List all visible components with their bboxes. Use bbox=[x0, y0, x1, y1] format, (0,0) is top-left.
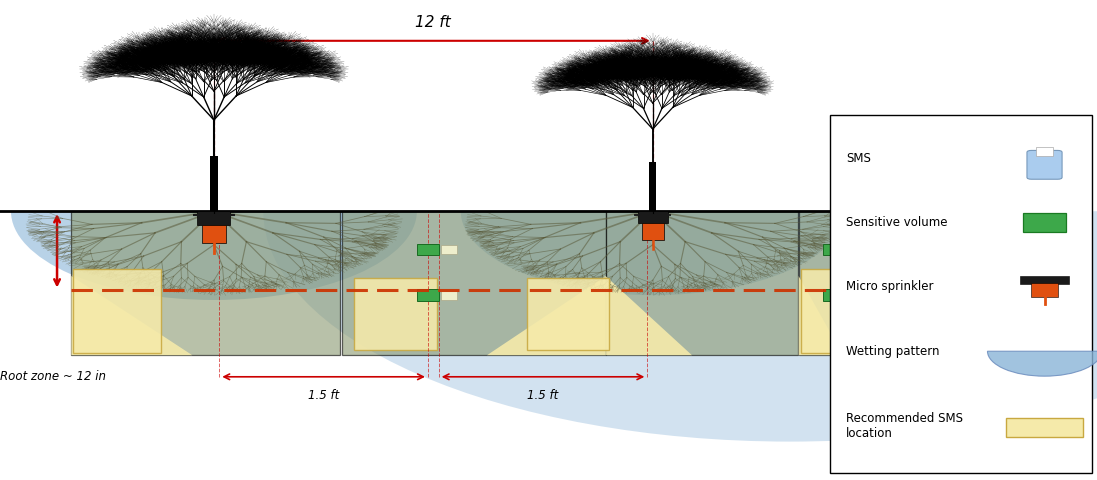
Bar bbox=[830, 115, 1092, 473]
Bar bbox=[417, 244, 439, 255]
Wedge shape bbox=[461, 211, 845, 295]
Text: SMS: SMS bbox=[846, 152, 871, 165]
Bar bbox=[342, 211, 606, 355]
Bar bbox=[1020, 276, 1068, 285]
Text: 12 ft: 12 ft bbox=[416, 15, 451, 30]
Bar bbox=[823, 244, 845, 255]
Bar bbox=[417, 289, 439, 301]
Wedge shape bbox=[987, 351, 1097, 376]
Bar bbox=[799, 211, 897, 355]
Bar bbox=[649, 161, 656, 211]
Bar bbox=[642, 223, 664, 240]
Bar bbox=[197, 211, 230, 225]
Text: Micro sprinkler: Micro sprinkler bbox=[846, 280, 934, 293]
Bar bbox=[1006, 418, 1083, 437]
Bar bbox=[202, 225, 226, 243]
Polygon shape bbox=[606, 276, 692, 355]
Bar bbox=[801, 269, 892, 353]
Text: Recommended SMS
location: Recommended SMS location bbox=[846, 412, 963, 440]
Wedge shape bbox=[263, 211, 1097, 442]
Polygon shape bbox=[487, 276, 606, 355]
FancyBboxPatch shape bbox=[1027, 150, 1062, 179]
Bar bbox=[441, 245, 457, 254]
Bar bbox=[1022, 213, 1066, 232]
Bar bbox=[823, 289, 845, 301]
Text: Root zone ~ 12 in: Root zone ~ 12 in bbox=[0, 370, 106, 383]
Polygon shape bbox=[71, 276, 192, 355]
Bar bbox=[847, 245, 863, 254]
Bar bbox=[441, 291, 457, 300]
Text: Sensitive volume: Sensitive volume bbox=[846, 216, 948, 229]
Bar bbox=[73, 269, 161, 353]
Wedge shape bbox=[11, 211, 417, 300]
Bar bbox=[354, 278, 437, 350]
Bar bbox=[211, 156, 217, 211]
Text: 1.5 ft: 1.5 ft bbox=[528, 389, 558, 402]
Polygon shape bbox=[799, 276, 842, 355]
Bar bbox=[1036, 147, 1053, 156]
Bar bbox=[847, 291, 863, 300]
Bar bbox=[527, 278, 609, 350]
Bar bbox=[638, 211, 667, 223]
Bar bbox=[71, 211, 340, 355]
Text: 1.5 ft: 1.5 ft bbox=[308, 389, 339, 402]
Bar bbox=[1031, 283, 1058, 298]
Text: Wetting pattern: Wetting pattern bbox=[846, 345, 940, 358]
Bar bbox=[606, 211, 798, 355]
